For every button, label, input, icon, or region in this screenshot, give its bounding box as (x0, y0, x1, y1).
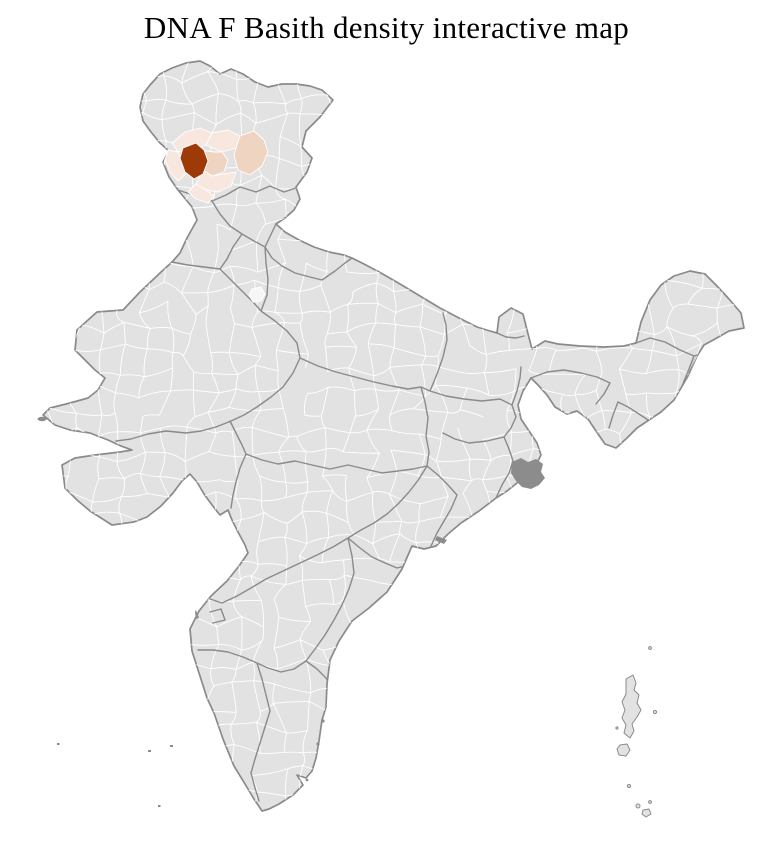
india-outline[interactable] (42, 60, 745, 812)
highlight-districts (164, 127, 269, 204)
highlight-district-low[interactable] (164, 149, 187, 182)
lakshadweep-islands (57, 743, 173, 807)
highlight-district-low[interactable] (187, 183, 215, 204)
highlight-district-mid[interactable] (233, 130, 269, 176)
mumbai-coast-mark (195, 610, 199, 619)
kutch-creek (37, 416, 47, 422)
capital-district[interactable] (248, 286, 266, 303)
page-title: DNA F Basith density interactive map (143, 10, 630, 45)
state-borders (115, 185, 708, 802)
chilika-lake (435, 536, 447, 544)
andaman-nicobar-islands[interactable] (615, 646, 658, 818)
coastal-features (37, 416, 545, 782)
highlight-district-max[interactable] (179, 142, 209, 180)
islands[interactable] (57, 646, 658, 818)
sundarbans-delta (511, 458, 545, 489)
